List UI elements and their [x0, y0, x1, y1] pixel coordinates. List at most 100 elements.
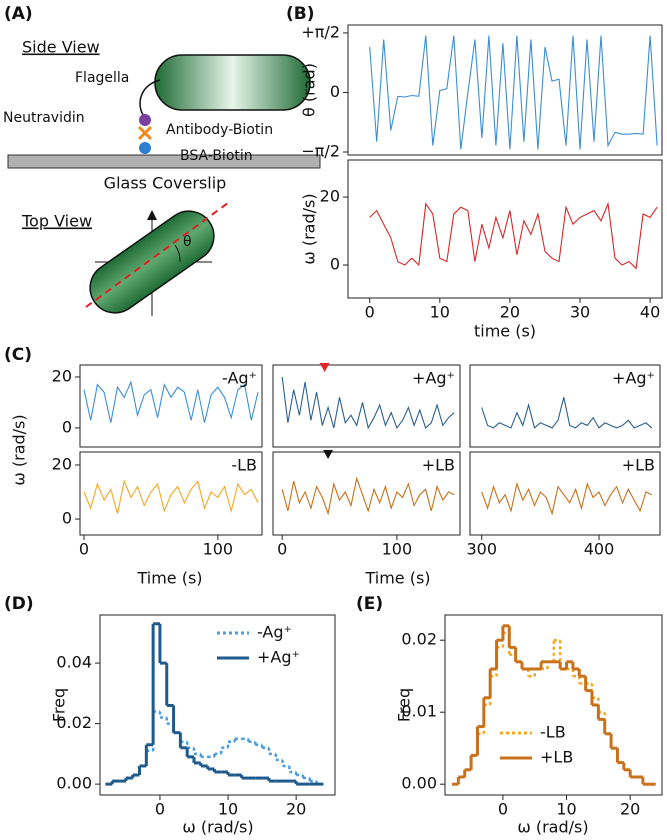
y-tick-label: 0 — [62, 417, 72, 436]
axes-frame — [469, 364, 661, 448]
data-line — [369, 35, 658, 150]
angle-label: θ — [183, 234, 192, 250]
y-tick-label: 0.00 — [401, 774, 437, 793]
x-tick-label: 40 — [640, 303, 660, 322]
plot — [481, 481, 653, 516]
annotation: +Ag⁺ — [412, 369, 455, 388]
y-tick-label: +π/2 — [301, 22, 340, 41]
legend-label: +Ag⁺ — [257, 648, 300, 667]
axes-frame — [99, 614, 336, 796]
plot — [105, 622, 324, 786]
label: Neutravidin — [3, 110, 85, 126]
data-line — [83, 380, 259, 423]
panel-label: (D) — [4, 594, 34, 614]
legend-label: -Ag⁺ — [257, 623, 292, 642]
x-tick-label: 10 — [556, 800, 576, 819]
x-tick-label: 20 — [286, 800, 306, 819]
legend-label: +LB — [540, 748, 573, 767]
data-line — [481, 397, 653, 429]
x-tick-label: 400 — [584, 540, 615, 559]
label: Glass Coverslip — [104, 174, 227, 193]
annotation: +LB — [622, 456, 655, 475]
annotation: -Ag⁺ — [222, 369, 257, 388]
cell — [89, 210, 215, 314]
x-tick-label: 100 — [382, 540, 413, 559]
axis-line — [85, 202, 229, 308]
x-tick-label: 0 — [277, 540, 287, 559]
axes-frame — [347, 24, 663, 156]
y-tick-label: 0 — [330, 255, 340, 274]
label: Flagella — [75, 70, 129, 86]
y-tick-label: 20 — [52, 454, 72, 473]
y-axis-label: θ (rad) — [300, 63, 319, 117]
x-tick-label: 300 — [466, 540, 497, 559]
plot — [281, 376, 455, 430]
x-tick-label: 0 — [155, 800, 165, 819]
x-axis-label: Time (s) — [136, 569, 202, 588]
x-tick-label: 20 — [620, 800, 640, 819]
y-tick-label: 0 — [330, 82, 340, 101]
axes-frame — [272, 364, 461, 448]
x-tick-label: 100 — [203, 540, 234, 559]
axes-frame — [272, 451, 461, 536]
heading: Top View — [21, 212, 92, 231]
plot — [369, 35, 658, 150]
y-axis-label: ω (rad/s) — [300, 193, 319, 264]
y-tick-label: −π/2 — [301, 141, 340, 160]
y-tick-label: 0.02 — [401, 630, 437, 649]
angle-arc — [174, 244, 181, 263]
legend-label: -LB — [540, 723, 566, 742]
x-axis-label: Time (s) — [364, 569, 430, 588]
axes-frame — [469, 451, 661, 536]
x-tick-label: 10 — [430, 303, 450, 322]
axes-frame — [444, 614, 663, 796]
data-line — [481, 481, 653, 516]
antibody — [139, 114, 151, 126]
y-tick-label: 0.00 — [56, 774, 92, 793]
y-axis-label: ω (rad/s) — [10, 414, 29, 485]
plot — [83, 380, 259, 423]
plot — [281, 476, 455, 516]
event-marker — [323, 450, 334, 459]
cell — [154, 54, 311, 111]
y-tick-label: 0 — [62, 509, 72, 528]
plot — [369, 201, 658, 270]
bsa — [139, 142, 151, 154]
coverslip — [7, 154, 321, 169]
y-tick-label: 20 — [52, 366, 72, 385]
x-axis-label: time (s) — [474, 322, 536, 341]
x-tick-label: 10 — [218, 800, 238, 819]
panel-label: (B) — [286, 4, 315, 24]
x-tick-label: 30 — [570, 303, 590, 322]
neutravidin — [137, 125, 153, 141]
heading: Side View — [22, 38, 100, 57]
label: BSA-Biotin — [180, 148, 253, 164]
y-tick-label: 0.04 — [56, 653, 92, 672]
x-tick-label: 0 — [498, 800, 508, 819]
arrow — [147, 210, 157, 220]
data-line — [83, 479, 259, 514]
axes-frame — [79, 364, 263, 448]
axes-frame — [347, 159, 663, 299]
plot — [452, 624, 656, 786]
plot — [83, 479, 259, 514]
panel-label: (E) — [356, 594, 383, 614]
diagram: Side View Flagella Neutravidin Antibody-… — [3, 38, 321, 316]
y-tick-label: 0.02 — [56, 713, 92, 732]
x-tick-label: 20 — [500, 303, 520, 322]
x-tick-label: 0 — [365, 303, 375, 322]
data-line — [281, 476, 455, 516]
panel-label: (C) — [4, 345, 32, 365]
y-axis-label: Freq — [50, 688, 69, 722]
plot — [481, 397, 653, 429]
data-line — [369, 201, 658, 270]
panel-label: (A) — [4, 4, 33, 24]
event-marker — [319, 363, 330, 372]
data-line — [281, 376, 455, 430]
annotation: +LB — [422, 456, 455, 475]
x-axis-label: ω (rad/s) — [517, 818, 588, 837]
x-tick-label: 0 — [79, 540, 89, 559]
x-axis-label: ω (rad/s) — [182, 818, 253, 837]
y-axis-label: Freq — [395, 688, 414, 722]
